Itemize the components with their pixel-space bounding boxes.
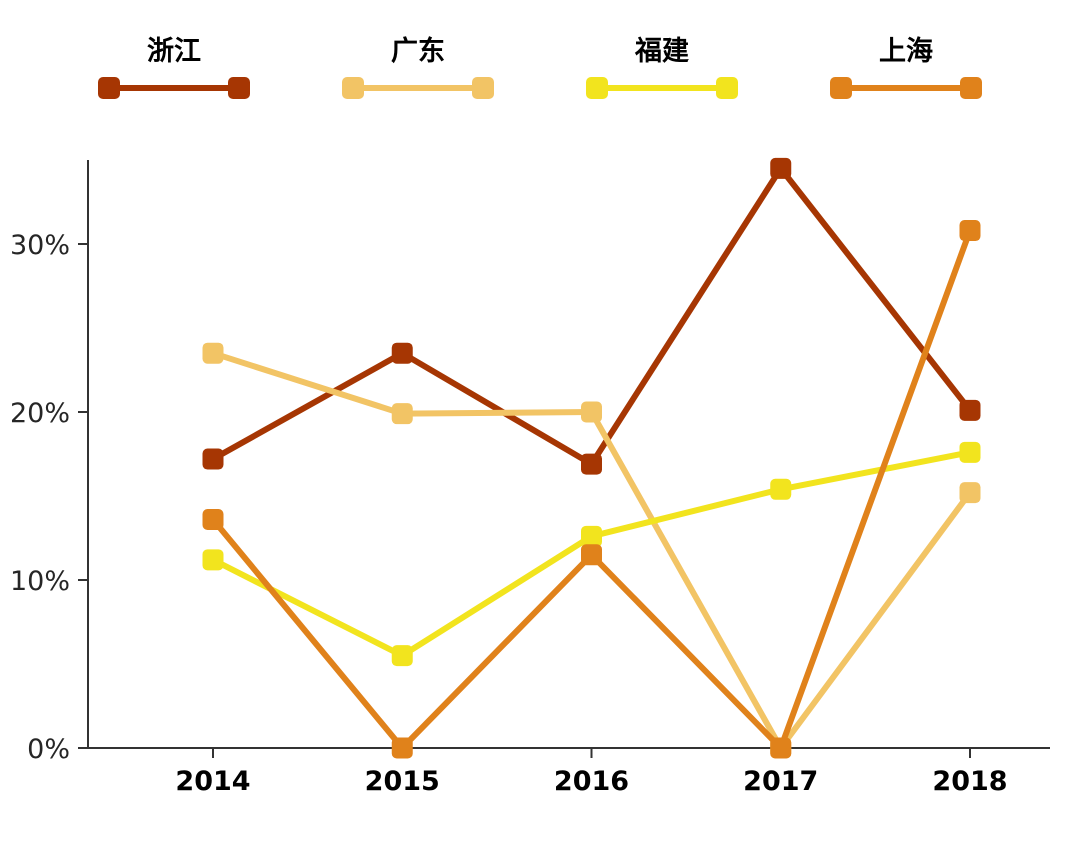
x-tick-label: 2015 — [365, 766, 440, 797]
x-tick-label: 2014 — [175, 766, 250, 797]
legend-item-fujian: 福建 — [586, 38, 738, 99]
data-point — [391, 737, 413, 759]
data-point — [581, 401, 602, 423]
x-tick-label: 2017 — [743, 766, 818, 797]
y-tick-label: 30% — [10, 230, 70, 261]
legend-item-shanghai: 上海 — [830, 38, 982, 99]
data-point — [391, 342, 413, 364]
x-tick-label: 2016 — [554, 766, 629, 797]
data-point — [770, 157, 792, 179]
legend-label: 广东 — [391, 36, 445, 67]
legend-label: 浙江 — [147, 36, 201, 67]
legend-swatch — [342, 77, 494, 99]
data-point — [391, 403, 413, 425]
legend-marker — [716, 77, 738, 99]
data-point — [202, 342, 224, 364]
legend-swatch — [830, 77, 982, 99]
legend-item-zhejiang: 浙江 — [98, 38, 250, 99]
y-tick-label: 10% — [10, 566, 70, 597]
data-point — [202, 448, 224, 470]
data-point — [202, 509, 224, 531]
data-point — [959, 482, 981, 504]
data-point — [581, 525, 602, 547]
data-point — [959, 441, 981, 463]
data-point — [202, 549, 224, 571]
y-tick-label: 20% — [10, 398, 70, 429]
legend-marker — [98, 77, 120, 99]
legend-label: 上海 — [879, 36, 933, 67]
legend-marker — [342, 77, 364, 99]
legend-marker — [586, 77, 608, 99]
chart-legend: 浙江 广东 福建 上海 — [0, 38, 1080, 99]
legend-marker — [960, 77, 982, 99]
legend-marker — [472, 77, 494, 99]
legend-label: 福建 — [635, 36, 689, 67]
data-point — [391, 645, 413, 667]
data-point — [770, 737, 792, 759]
series-line — [210, 229, 973, 751]
legend-marker — [830, 77, 852, 99]
data-point — [581, 453, 602, 475]
data-point — [770, 478, 792, 500]
legend-swatch — [98, 77, 250, 99]
legend-swatch — [586, 77, 738, 99]
legend-item-guangdong: 广东 — [342, 38, 494, 99]
x-tick-label: 2018 — [932, 766, 1007, 797]
data-point — [959, 220, 981, 242]
legend-marker — [228, 77, 250, 99]
data-point — [581, 544, 602, 566]
data-point — [959, 399, 981, 421]
y-tick-label: 0% — [27, 734, 70, 765]
